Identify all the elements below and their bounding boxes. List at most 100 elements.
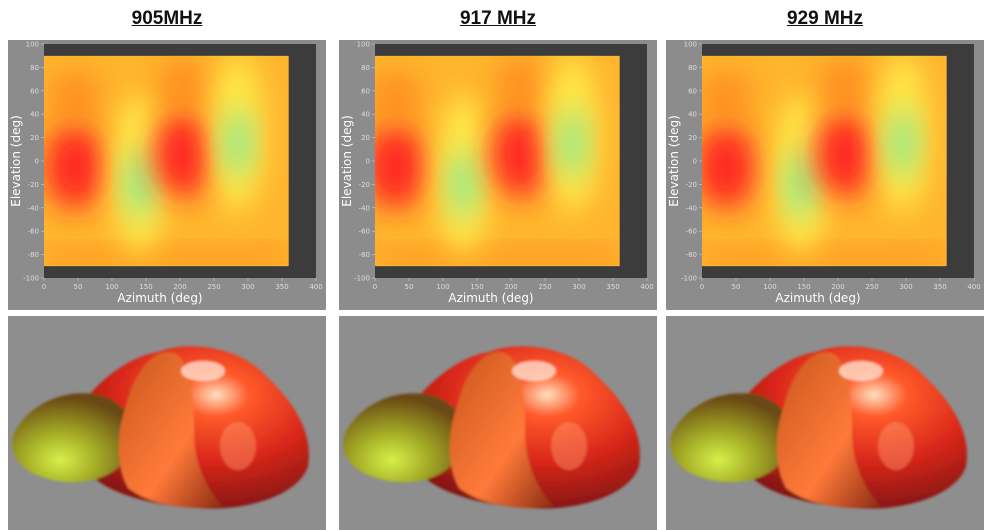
x-tick-label: 400 [309, 283, 322, 291]
heatmap-hotspot-high [153, 113, 214, 198]
y-tick-label: -40 [359, 204, 370, 212]
x-tick-label: 200 [504, 283, 517, 291]
y-axis-label: Elevation (deg) [9, 115, 23, 207]
x-tick-label: 150 [470, 283, 483, 291]
x-tick-label: 250 [865, 283, 878, 291]
x-axis-label: Azimuth (deg) [448, 291, 533, 305]
heatmap-hotspot-high [702, 124, 756, 209]
heatmap-field [702, 55, 947, 267]
x-tick-label: 300 [241, 283, 254, 291]
surface-panel [8, 316, 326, 530]
x-tick-label: 250 [207, 283, 220, 291]
heatmap-hotspot-high [491, 113, 552, 198]
surface-ridge [776, 352, 881, 508]
surface-lobe-left [12, 393, 133, 483]
y-tick-label: 40 [688, 111, 697, 119]
y-tick-label: 80 [361, 64, 370, 72]
heatmap-field [44, 55, 289, 267]
heatmap-field [375, 55, 620, 267]
heatmap-panel: 0 50 100 150 200 250 300 350 400 -100 -80 -60 -40 -20… [339, 40, 657, 310]
panel-title: 917 MHz [459, 8, 537, 29]
x-tick-label: 50 [405, 283, 414, 291]
y-tick-label: -60 [28, 228, 39, 236]
surface-highlight [839, 361, 883, 381]
y-tick-label: 80 [688, 64, 697, 72]
heatmap-hotspot-low [125, 150, 154, 219]
surface-ridge [449, 352, 554, 508]
y-tick-label: -60 [686, 228, 697, 236]
y-tick-label: 0 [693, 158, 697, 166]
y-tick-label: -100 [681, 275, 697, 283]
radiation-pattern-3d-surface [670, 346, 967, 509]
y-tick-label: -40 [686, 204, 697, 212]
x-tick-label: 350 [275, 283, 288, 291]
y-tick-label: 20 [361, 134, 370, 142]
x-tick-label: 300 [572, 283, 585, 291]
y-axis-label: Elevation (deg) [340, 115, 354, 207]
y-tick-label: -20 [28, 181, 39, 189]
surface-ridge [118, 352, 223, 508]
heatmap-chart: 0 50 100 150 200 250 300 350 400-100-80-60-40-20… [9, 41, 323, 306]
heatmap-chart: 0 50 100 150 200 250 300 350 400-100-80-60-40-20… [667, 41, 981, 306]
heatmap-hotspot-low [223, 109, 252, 178]
y-tick-label: 80 [30, 64, 39, 72]
x-tick-label: 350 [606, 283, 619, 291]
heatmap-hotspot-low [888, 109, 917, 178]
y-tick-label: 20 [30, 134, 39, 142]
x-tick-label: 150 [797, 283, 810, 291]
heatmap-hotspot-high [44, 124, 105, 209]
surface-shape [343, 346, 640, 509]
y-tick-label: -60 [359, 228, 370, 236]
x-tick-label: 0 [42, 283, 46, 291]
heatmap-hotspot-mid [375, 70, 422, 123]
y-tick-label: -80 [28, 251, 39, 259]
panel-title: 905MHz [131, 8, 203, 29]
y-tick-label: 100 [357, 41, 370, 49]
y-tick-label: 0 [35, 158, 39, 166]
x-tick-label: 0 [373, 283, 377, 291]
surface-panel [339, 316, 657, 530]
heatmap-hotspot-mid [48, 70, 101, 123]
y-tick-label: 100 [684, 41, 697, 49]
x-tick-label: 50 [74, 283, 83, 291]
heatmap-panel: 0 50 100 150 200 250 300 350 400 -100 -80 -60 -40 -20… [8, 40, 326, 310]
panel-917mhz: 917 MHz 0 50 100 150 200 250 300 350 400 -100 -80-… [339, 0, 657, 530]
surface-panel [666, 316, 984, 530]
y-tick-label: 60 [30, 87, 39, 95]
x-tick-label: 200 [173, 283, 186, 291]
surface-highlight [512, 361, 556, 381]
heatmap-hotspot-mid [818, 59, 871, 112]
x-tick-label: 0 [700, 283, 704, 291]
radiation-pattern-3d-surface [12, 346, 309, 509]
heatmap-panel: 0 50 100 150 200 250 300 350 400 -100 -80 -60 -40 -20… [666, 40, 984, 310]
surface-shape [12, 346, 309, 509]
heatmap-chart: 0 50 100 150 200 250 300 350 400-100-80-60-40-20… [340, 41, 654, 306]
surface-highlight [878, 422, 914, 470]
surface-shape [670, 346, 967, 509]
heatmap-hotspot-mid [495, 59, 548, 112]
y-tick-label: -100 [354, 275, 370, 283]
x-tick-label: 350 [933, 283, 946, 291]
surface-highlight [220, 422, 256, 470]
y-tick-label: -100 [23, 275, 39, 283]
y-tick-label: -80 [686, 251, 697, 259]
y-tick-label: 0 [366, 158, 370, 166]
y-tick-label: -20 [686, 181, 697, 189]
y-tick-label: 100 [26, 41, 39, 49]
panel-905mhz: 905MHz 0 50 100 150 200 250 300 350 400 -100 -80 -6… [8, 0, 326, 530]
x-tick-label: 100 [763, 283, 776, 291]
heatmap-hotspot-mid [702, 70, 752, 123]
x-tick-label: 50 [732, 283, 741, 291]
x-tick-label: 400 [967, 283, 980, 291]
y-tick-label: -20 [359, 181, 370, 189]
y-tick-label: 60 [361, 87, 370, 95]
x-tick-label: 150 [139, 283, 152, 291]
radiation-pattern-3d-surface [343, 346, 640, 509]
heatmap-band [702, 248, 947, 267]
y-tick-label: 40 [361, 111, 370, 119]
x-tick-label: 250 [538, 283, 551, 291]
heatmap-hotspot-mid [157, 59, 210, 112]
x-axis-label: Azimuth (deg) [775, 291, 860, 305]
x-tick-label: 100 [105, 283, 118, 291]
y-tick-label: 40 [30, 111, 39, 119]
